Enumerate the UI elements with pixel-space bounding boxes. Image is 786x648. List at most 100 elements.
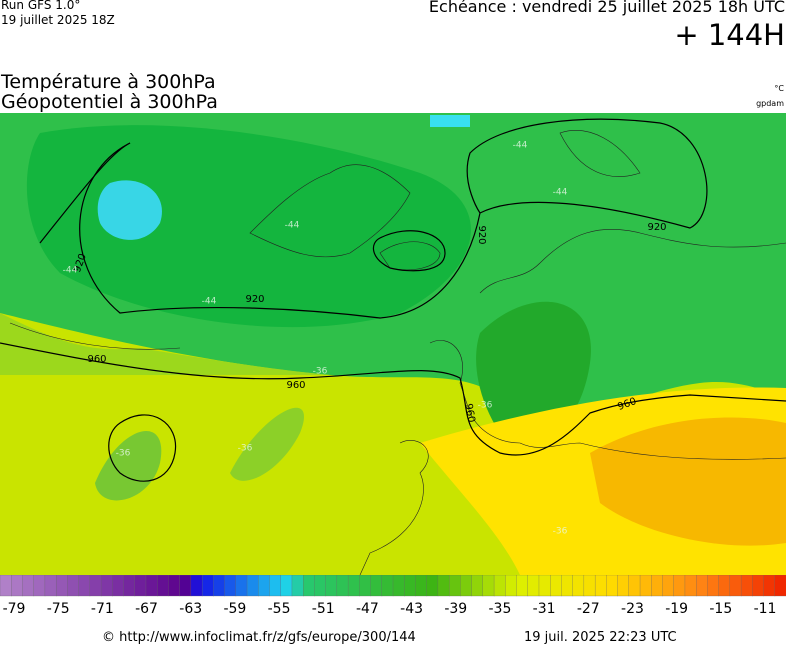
colorbar-cell	[763, 575, 776, 597]
colorbar-cell	[145, 575, 158, 597]
colorbar-label: -75	[47, 601, 70, 617]
colorbar-cell	[673, 575, 686, 597]
title-temperature: Température à 300hPa	[1, 71, 216, 93]
colorbar-cell	[33, 575, 46, 597]
colorbar-cell	[696, 575, 708, 597]
colorbar-cell	[112, 575, 124, 597]
isotherm-label: -44	[553, 188, 568, 198]
colorbar-label: -27	[577, 601, 600, 617]
colorbar-label: -67	[135, 601, 158, 617]
isotherm-label: -44	[202, 297, 217, 307]
generated-time: 19 juil. 2025 22:23 UTC	[524, 630, 677, 645]
geopotential-contours	[0, 118, 786, 482]
isotherm-label: -36	[553, 527, 568, 537]
colorbar-cell	[336, 575, 349, 597]
colorbar-label: -31	[533, 601, 556, 617]
colorbar-cell	[100, 575, 113, 597]
colorbar-cell	[123, 575, 136, 597]
colorbar-cell	[471, 575, 484, 597]
lead-time: + 144H	[674, 18, 785, 52]
colorbar-cell	[157, 575, 169, 597]
colorbar-cell	[482, 575, 495, 597]
colorbar: -79 -75 -71 -67 -63 -59 -55 -51 -47 -43 -39 -35 -31 -…	[0, 575, 786, 617]
transition-region	[0, 313, 330, 375]
cold-spot	[97, 180, 162, 240]
colorbar-cell	[404, 575, 416, 597]
colorbar-cell	[370, 575, 383, 597]
colorbar-label: -23	[621, 601, 644, 617]
colorbar-cell	[740, 575, 753, 597]
colorbar-cell	[78, 575, 91, 597]
colorbar-label: -71	[91, 601, 114, 617]
colorbar-cell	[448, 575, 461, 597]
isotherm-label: -36	[313, 367, 328, 377]
colorbar-cell	[213, 575, 226, 597]
colorbar-label: -55	[268, 601, 291, 617]
colorbar-cell	[774, 575, 786, 597]
colorbar-label: -47	[356, 601, 379, 617]
colorbar-label: -15	[709, 601, 732, 617]
colorbar-cell	[729, 575, 742, 597]
run-date: 19 juillet 2025 18Z	[1, 13, 115, 27]
colorbar-cell	[505, 575, 517, 597]
colorbar-cell	[617, 575, 630, 597]
colorbar-cell	[583, 575, 596, 597]
colorbar-cell	[67, 575, 80, 597]
contour-label: 920	[245, 294, 264, 305]
colorbar-cell	[0, 575, 12, 597]
colorbar-cell	[718, 575, 731, 597]
contour-label: 960	[87, 354, 106, 365]
colorbar-cell	[392, 575, 405, 597]
colorbar-label: -43	[400, 601, 423, 617]
colorbar-cell	[269, 575, 282, 597]
colorbar-cell	[415, 575, 428, 597]
colorbar-cell	[190, 575, 203, 597]
colorbar-cell	[662, 575, 675, 597]
colorbar-cell	[179, 575, 192, 597]
run-label: Run GFS 1.0°	[1, 0, 81, 12]
colorbar-cell	[516, 575, 529, 597]
colorbar-cell	[303, 575, 315, 597]
colorbar-label: -39	[444, 601, 467, 617]
colorbar-cell	[22, 575, 35, 597]
unit-geopotential: gpdam	[756, 99, 784, 108]
colorbar-cell	[258, 575, 270, 597]
colorbar-cell	[594, 575, 607, 597]
title-geopotential: Géopotentiel à 300hPa	[1, 91, 218, 113]
colorbar-cell	[359, 575, 371, 597]
colorbar-cell	[752, 575, 764, 597]
colorbar-cell	[246, 575, 259, 597]
isotherm-label: -36	[238, 444, 253, 454]
source-url: © http://www.infoclimat.fr/z/gfs/europe/…	[102, 630, 416, 645]
colorbar-cell	[201, 575, 214, 597]
colorbar-cell	[651, 575, 663, 597]
colorbar-cell	[628, 575, 641, 597]
colorbar-cell	[684, 575, 697, 597]
cool-patch	[230, 407, 304, 481]
colorbar-cell	[134, 575, 147, 597]
colorbar-cell	[493, 575, 506, 597]
colorbar-label: -79	[3, 601, 26, 617]
colorbar-cell	[561, 575, 574, 597]
colorbar-cell	[606, 575, 619, 597]
isotherm-label: -36	[478, 401, 493, 411]
colorbar-label: -63	[179, 601, 202, 617]
colorbar-cell	[460, 575, 473, 597]
colorbar-cell	[89, 575, 102, 597]
contour-label: 920	[647, 222, 666, 233]
colorbar-cell	[314, 575, 327, 597]
cool-patch	[95, 430, 162, 501]
colorbar-cell	[550, 575, 562, 597]
contour-label: 960	[286, 380, 305, 391]
colorbar-cell	[707, 575, 720, 597]
colorbar-cell	[235, 575, 248, 597]
isotherm-label: -44	[63, 266, 78, 276]
colorbar-cell	[538, 575, 551, 597]
coastlines	[9, 130, 786, 575]
isotherm-label: -44	[285, 221, 300, 231]
cold-spot	[430, 115, 470, 127]
unit-temperature: °C	[774, 84, 784, 93]
colorbar-cell	[572, 575, 585, 597]
colorbar-cell	[11, 575, 23, 597]
